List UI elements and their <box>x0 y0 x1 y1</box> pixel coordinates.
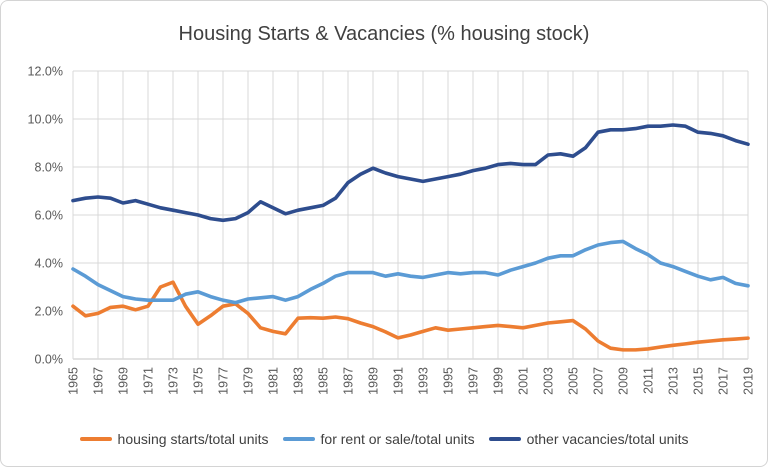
x-tick-label: 2015 <box>692 367 706 395</box>
x-tick-label: 2001 <box>517 367 531 395</box>
y-tick-label: 8.0% <box>35 161 64 175</box>
legend: housing starts/total units for rent or s… <box>1 431 767 447</box>
x-tick-label: 1981 <box>267 367 281 395</box>
x-tick-label: 2003 <box>542 367 556 395</box>
series-line-1 <box>71 239 750 305</box>
x-tick-label: 1973 <box>167 367 181 395</box>
x-tick-label: 1989 <box>367 367 381 395</box>
x-tick-label: 1993 <box>417 367 431 395</box>
x-tick-label: 1967 <box>92 367 106 395</box>
legend-line-swatch-icon <box>488 437 521 441</box>
x-tick-label: 1985 <box>317 367 331 395</box>
y-tick-label: 12.0% <box>28 65 63 79</box>
x-tick-label: 2005 <box>567 367 581 395</box>
x-tick-label: 1983 <box>292 367 306 395</box>
legend-label-for-rent-or-sale: for rent or sale/total units <box>320 431 475 447</box>
legend-item-other-vacancies: other vacancies/total units <box>488 431 689 447</box>
x-tick-label: 2009 <box>617 367 631 395</box>
y-tick-label: 2.0% <box>35 305 64 319</box>
y-tick-label: 10.0% <box>28 113 63 127</box>
x-tick-label: 2019 <box>742 367 756 395</box>
y-tick-label: 6.0% <box>35 209 64 223</box>
x-tick-label: 2011 <box>642 367 656 394</box>
legend-item-housing-starts: housing starts/total units <box>79 431 269 447</box>
x-tick-label: 1997 <box>467 367 481 395</box>
y-tick-label: 4.0% <box>35 257 64 271</box>
legend-line-swatch-icon <box>282 437 315 441</box>
x-tick-label: 1971 <box>142 367 156 395</box>
x-tick-label: 1991 <box>392 367 406 395</box>
x-tick-label: 1977 <box>217 367 231 395</box>
legend-line-swatch-icon <box>79 437 112 441</box>
legend-label-other-vacancies: other vacancies/total units <box>526 431 689 447</box>
x-tick-label: 1995 <box>442 367 456 395</box>
legend-item-for-rent-or-sale: for rent or sale/total units <box>282 431 475 447</box>
x-tick-label: 2013 <box>667 367 681 395</box>
series-line-0 <box>71 280 750 352</box>
x-tick-label: 2007 <box>592 367 606 395</box>
chart-title: Housing Starts & Vacancies (% housing st… <box>178 23 590 45</box>
legend-label-housing-starts: housing starts/total units <box>117 431 269 447</box>
x-tick-label: 1965 <box>67 367 81 395</box>
x-tick-label: 1987 <box>342 367 356 395</box>
plot-area: 0.0% 2.0% 4.0% 6.0% 8.0% 10.0% 12.0% 1965 1967 19… <box>28 65 756 395</box>
x-tick-label: 1975 <box>192 367 206 395</box>
x-tick-label: 2017 <box>717 367 731 395</box>
x-tick-label: 1999 <box>492 367 506 395</box>
x-tick-label: 1979 <box>242 367 256 395</box>
x-tick-label: 1969 <box>117 367 131 395</box>
series-line-2 <box>71 123 750 223</box>
y-tick-label: 0.0% <box>35 353 64 367</box>
